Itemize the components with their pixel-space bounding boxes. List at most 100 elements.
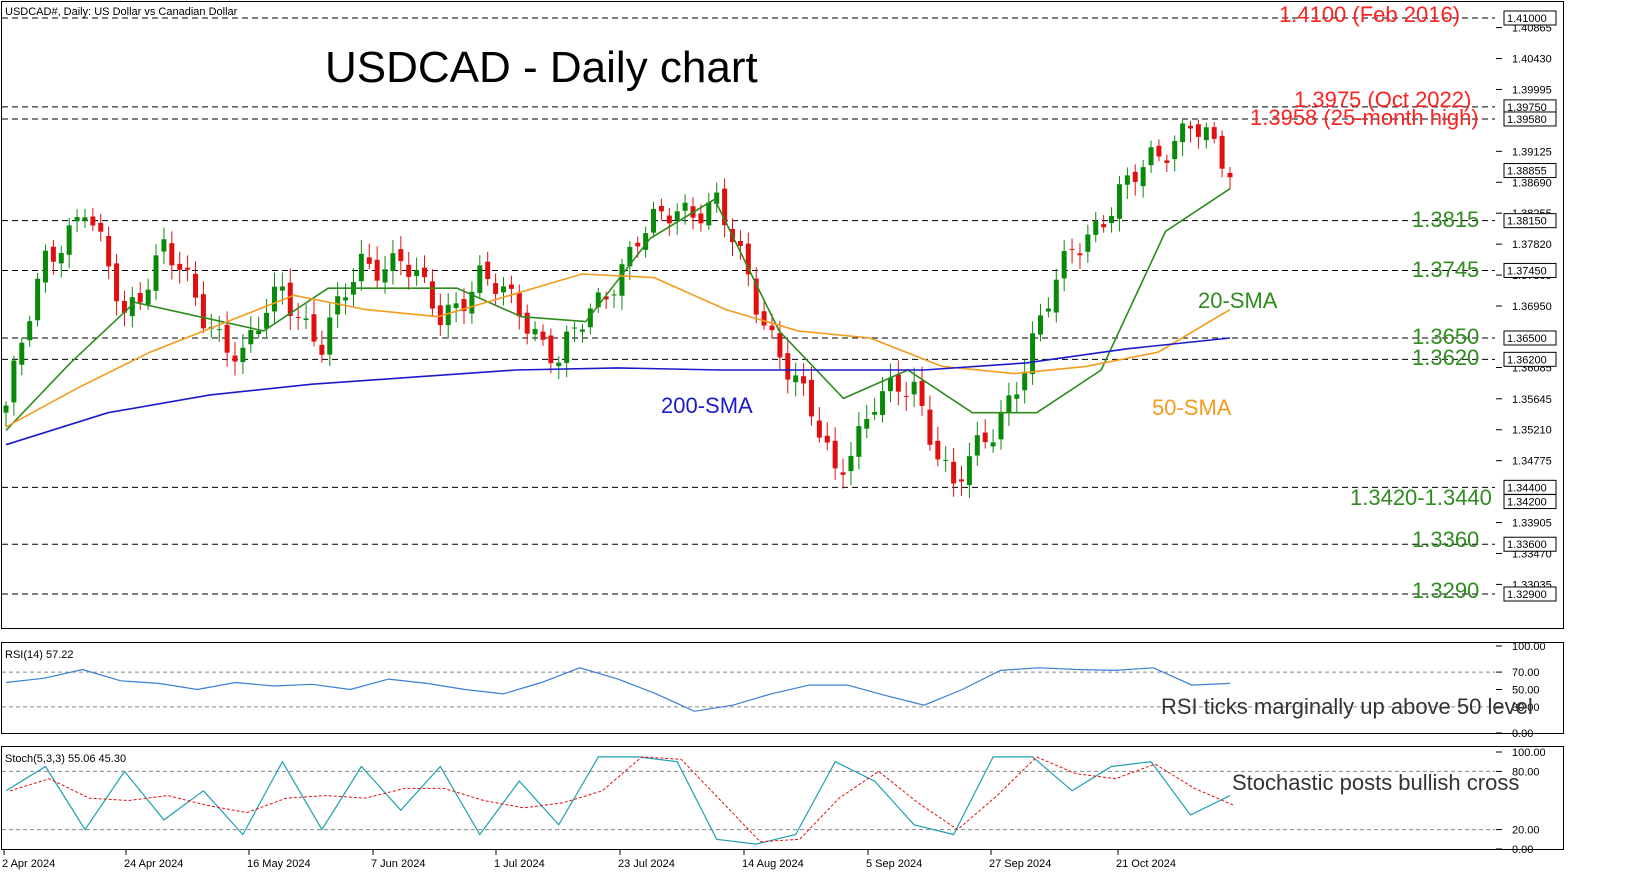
price-tick-label: 1.36950 (1512, 301, 1552, 313)
price-box-label: 1.36500 (1507, 333, 1547, 345)
rsi-note: RSI ticks marginally up above 50 level (1161, 694, 1533, 719)
candle-body (1156, 145, 1162, 157)
date-tick-label: 21 Oct 2024 (1116, 858, 1176, 870)
moving-averages (5, 188, 1231, 446)
price-box (1503, 494, 1557, 510)
candle-body (145, 289, 151, 305)
candle-body (880, 391, 886, 416)
candle-body (793, 375, 799, 383)
rsi-tick-label: 50.00 (1512, 685, 1540, 697)
candle-body (106, 235, 112, 267)
price-tick-label: 1.35645 (1512, 394, 1552, 406)
level-label-8: 1.3360 (1412, 527, 1479, 552)
stoch-main-path (5, 756, 1231, 845)
candle-body (1030, 333, 1036, 375)
candle-body (1124, 175, 1130, 185)
stoch-axis: 100.00 80.00 20.00 0.00 (2, 747, 1546, 856)
candle-body (1188, 125, 1194, 129)
date-tick-label: 24 Apr 2024 (124, 858, 183, 870)
candle-body (129, 297, 135, 317)
candle-body (895, 374, 901, 392)
candle-body (856, 426, 862, 457)
price-box (1503, 586, 1557, 602)
level-label-4: 1.3745 (1412, 257, 1479, 282)
candle-body (1014, 394, 1020, 399)
candle-body (919, 380, 925, 406)
candle-body (406, 264, 412, 277)
candle-body (390, 253, 396, 271)
price-tick-label: 1.34775 (1512, 456, 1552, 468)
price-tick-label: 1.39125 (1512, 146, 1552, 158)
stoch-tick-label: 0.00 (1512, 844, 1533, 856)
candle-body (311, 314, 317, 342)
candle-body (611, 294, 617, 296)
candle-body (398, 249, 404, 262)
candle-body (121, 300, 127, 313)
price-box-label: 1.34400 (1507, 482, 1547, 494)
candle-body (745, 243, 751, 275)
candle-body (1164, 160, 1170, 163)
stoch-tick-label: 20.00 (1512, 825, 1540, 837)
price-box (1503, 262, 1557, 278)
candle-body (587, 308, 593, 328)
candle-body (429, 281, 435, 309)
candle-body (90, 216, 96, 226)
candle-body (635, 242, 641, 247)
candle-body (1148, 147, 1154, 166)
candle-body (927, 409, 933, 445)
candle-body (1172, 141, 1178, 160)
date-axis: 2 Apr 2024 24 Apr 2024 16 May 2024 7 Jun 20… (2, 849, 1176, 870)
candle-body (1093, 221, 1099, 235)
candle-body (414, 270, 420, 276)
rsi-path (5, 667, 1231, 712)
candle-body (1109, 216, 1115, 224)
level-label-1: 1.3975 (Oct 2022) (1294, 87, 1471, 112)
candle-body (319, 344, 325, 355)
candle-body (1132, 171, 1138, 182)
candle-body (753, 278, 759, 315)
candle-body (627, 246, 633, 267)
candle-body (887, 377, 893, 392)
candle-body (848, 455, 854, 472)
level-label-5: 1.3650 (1412, 324, 1479, 349)
candle-body (240, 347, 246, 363)
price-box-label: 1.37450 (1507, 265, 1547, 277)
candle-body (990, 442, 996, 447)
candle-body (824, 435, 830, 443)
candle-body (303, 318, 309, 321)
candle-body (19, 342, 25, 365)
candle-body (66, 225, 72, 255)
candle-body (1069, 248, 1075, 250)
sma50-label: 50-SMA (1152, 395, 1232, 420)
price-box (1503, 10, 1557, 26)
stoch-note: Stochastic posts bullish cross (1232, 770, 1519, 795)
price-tick-label: 1.39995 (1512, 84, 1552, 96)
candle-body (11, 360, 17, 403)
candle-body (287, 282, 293, 316)
candle-body (295, 317, 301, 319)
level-label-6: 1.3620 (1412, 345, 1479, 370)
sma200-label: 200-SMA (661, 393, 753, 418)
candle-body (1085, 234, 1091, 252)
date-tick-label: 27 Sep 2024 (989, 858, 1051, 870)
candle-body (832, 440, 838, 469)
level-label-9: 1.3290 (1412, 578, 1479, 603)
candle-body (1227, 172, 1233, 178)
candle-body (1140, 167, 1146, 187)
rsi-axis: 100.00 70.00 50.00 30.00 0.00 (2, 641, 1546, 740)
candle-body (1203, 127, 1209, 141)
candle-body (998, 413, 1004, 440)
candle-body (595, 292, 601, 308)
price-tick-label: 1.37820 (1512, 239, 1552, 251)
price-box-label: 1.38855 (1507, 166, 1547, 178)
candle-body (643, 233, 649, 250)
candle-body (785, 353, 791, 380)
candle-body (706, 202, 712, 226)
candle-body (422, 267, 428, 278)
candle-body (761, 311, 767, 326)
rsi-tick-label: 0.00 (1512, 728, 1533, 740)
candle-body (216, 329, 222, 331)
price-box (1503, 536, 1557, 552)
date-tick-label: 7 Jun 2024 (371, 858, 425, 870)
level-label-3: 1.3815 (1412, 207, 1479, 232)
